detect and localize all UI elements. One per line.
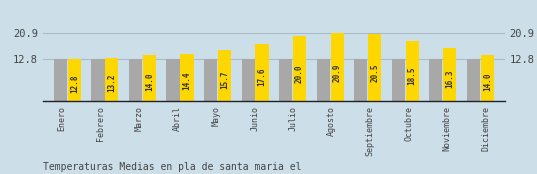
- Text: 20.0: 20.0: [295, 64, 304, 83]
- Bar: [68, 59, 81, 101]
- Bar: [443, 48, 456, 101]
- Text: Enero: Enero: [57, 106, 67, 131]
- Bar: [405, 41, 419, 101]
- Bar: [354, 59, 367, 101]
- Bar: [293, 36, 306, 101]
- Bar: [429, 59, 442, 101]
- Bar: [204, 59, 217, 101]
- Bar: [467, 59, 480, 101]
- Text: Abril: Abril: [173, 106, 182, 131]
- Bar: [368, 34, 381, 101]
- Text: 15.7: 15.7: [220, 70, 229, 89]
- Bar: [392, 59, 405, 101]
- Bar: [166, 59, 180, 101]
- Bar: [242, 59, 255, 101]
- Bar: [54, 59, 67, 101]
- Text: Marzo: Marzo: [135, 106, 144, 131]
- Text: 17.6: 17.6: [258, 68, 266, 86]
- Text: Julio: Julio: [288, 106, 297, 131]
- Text: 12.8: 12.8: [70, 74, 79, 93]
- Text: 18.5: 18.5: [408, 66, 417, 85]
- Text: Temperaturas Medias en pla de santa maria el: Temperaturas Medias en pla de santa mari…: [43, 162, 301, 172]
- Text: Septiembre: Septiembre: [366, 106, 375, 156]
- Bar: [180, 54, 193, 101]
- Bar: [481, 55, 494, 101]
- Text: 14.0: 14.0: [145, 73, 154, 91]
- Bar: [143, 55, 156, 101]
- Bar: [91, 59, 105, 101]
- Text: Diciembre: Diciembre: [481, 106, 490, 151]
- Text: 20.9: 20.9: [332, 63, 342, 82]
- Bar: [105, 58, 119, 101]
- Bar: [331, 33, 344, 101]
- Text: Febrero: Febrero: [96, 106, 105, 141]
- Text: 14.0: 14.0: [483, 73, 492, 91]
- Bar: [256, 44, 268, 101]
- Text: Mayo: Mayo: [212, 106, 221, 126]
- Bar: [279, 59, 292, 101]
- Text: 20.5: 20.5: [370, 64, 379, 82]
- Bar: [218, 50, 231, 101]
- Text: Octubre: Octubre: [404, 106, 413, 141]
- Text: 13.2: 13.2: [107, 74, 117, 92]
- Text: Agosto: Agosto: [327, 106, 336, 136]
- Text: 14.4: 14.4: [183, 72, 192, 90]
- Bar: [317, 59, 330, 101]
- Bar: [129, 59, 142, 101]
- Text: 16.3: 16.3: [445, 69, 454, 88]
- Text: Noviembre: Noviembre: [442, 106, 452, 151]
- Text: Junio: Junio: [250, 106, 259, 131]
